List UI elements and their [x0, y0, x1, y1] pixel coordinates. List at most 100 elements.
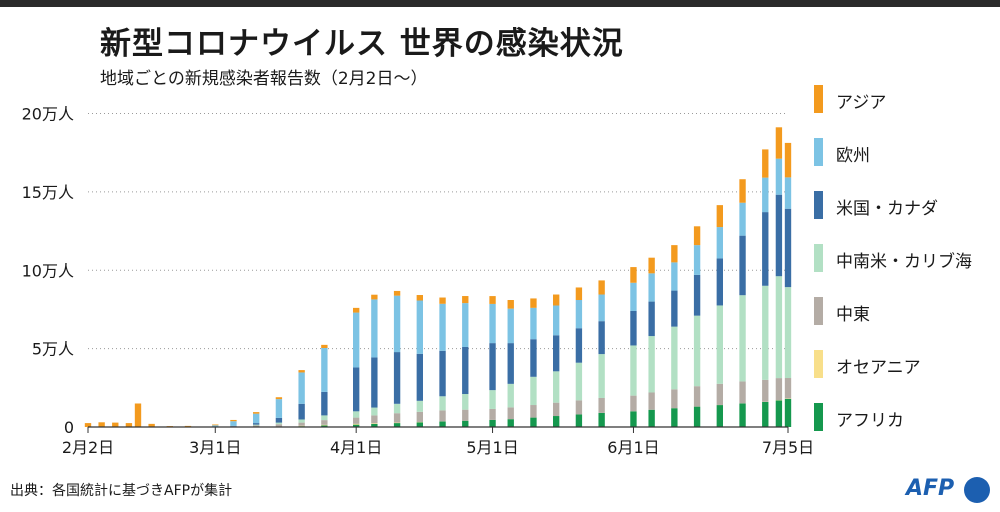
- bar-segment-middle_east: [716, 383, 723, 405]
- chart-title: 新型コロナウイルス 世界の感染状況: [100, 26, 624, 62]
- bar-segment-us_canada: [507, 343, 514, 384]
- bar-segment-asia: [321, 344, 328, 349]
- bar-segment-middle_east: [393, 413, 401, 423]
- bar-segment-asia: [784, 142, 792, 178]
- bar-segment-europe: [648, 273, 655, 302]
- legend-swatch-africa: [814, 403, 823, 431]
- bar-segment-europe: [630, 282, 637, 311]
- bar-segment-africa: [439, 421, 446, 427]
- legend-label-europe: 欧州: [836, 146, 870, 166]
- bar-segment-us_canada: [775, 194, 783, 277]
- bar-segment-middle_east: [630, 395, 637, 412]
- x-tick-label: 4月1日: [330, 438, 382, 457]
- bar-segment-us_canada: [575, 328, 583, 363]
- bar-segment-middle_east: [598, 397, 605, 413]
- bar-segment-asia: [489, 296, 496, 304]
- bar-segment-us_canada: [553, 335, 560, 372]
- bar-segment-latam: [784, 287, 792, 379]
- y-tick-label: 15万人: [22, 183, 74, 202]
- bar-segment-middle_east: [693, 386, 701, 407]
- bar-segment-asia: [98, 422, 105, 427]
- bar-segment-europe: [575, 300, 583, 329]
- bar-segment-us_canada: [762, 212, 769, 286]
- bar-segment-asia: [739, 179, 746, 203]
- legend-label-middle-east: 中東: [836, 305, 870, 325]
- bar-segment-middle_east: [671, 389, 678, 409]
- afp-logo-dot-icon: [964, 477, 990, 503]
- bar-segment-us_canada: [393, 352, 401, 404]
- legend-swatch-latam: [814, 244, 823, 272]
- bar-segment-asia: [230, 419, 237, 422]
- bar-segment-middle_east: [489, 408, 496, 420]
- bar-segment-us_canada: [598, 321, 605, 355]
- bar-segment-europe: [275, 399, 283, 418]
- bar-segment-middle_east: [439, 410, 446, 422]
- legend-label-latam: 中南米・カリブ海: [836, 252, 972, 272]
- bar-segment-africa: [630, 411, 637, 427]
- bar-segment-europe: [230, 421, 237, 426]
- bar-segment-middle_east: [321, 420, 328, 425]
- bar-segment-latam: [716, 305, 723, 384]
- bar-segment-asia: [393, 290, 401, 296]
- bar-segment-africa: [671, 408, 678, 427]
- bar-segment-middle_east: [507, 407, 514, 420]
- bar-segment-latam: [275, 422, 283, 425]
- bar-segment-asia: [275, 397, 283, 400]
- bar-segment-middle_east: [775, 378, 783, 401]
- bar-segment-asia: [630, 267, 637, 283]
- bar-segment-us_canada: [371, 357, 378, 408]
- bar-segment-europe: [371, 299, 378, 358]
- bar-segment-africa: [693, 406, 701, 427]
- source-note: 出典：各国統計に基づきAFPが集計: [10, 483, 233, 499]
- bar-segment-middle_east: [253, 425, 260, 427]
- bar-segment-latam: [298, 419, 305, 423]
- bar-segment-asia: [439, 297, 446, 304]
- bar-segment-middle_east: [462, 409, 469, 421]
- bar-segment-latam: [553, 371, 560, 403]
- y-tick-label: 20万人: [22, 105, 74, 124]
- bar-segment-africa: [775, 400, 783, 427]
- bar-segment-latam: [739, 295, 746, 382]
- bar-segment-us_canada: [298, 403, 305, 420]
- bar-segment-europe: [784, 177, 792, 209]
- bar-segment-africa: [739, 403, 746, 427]
- bar-segment-latam: [489, 390, 496, 409]
- y-tick-label: 5万人: [32, 340, 74, 359]
- bar-segment-asia: [716, 205, 723, 228]
- bar-segment-africa: [598, 412, 605, 427]
- bar-segment-europe: [462, 303, 469, 347]
- bar-segment-middle_east: [553, 402, 560, 416]
- bar-segment-europe: [439, 303, 446, 351]
- bar-segment-latam: [253, 424, 260, 426]
- y-tick-label: 10万人: [22, 261, 74, 280]
- bar-segment-europe: [775, 158, 783, 195]
- bar-segment-europe: [762, 177, 769, 213]
- bar-segment-africa: [489, 419, 496, 427]
- bar-segment-africa: [648, 409, 655, 427]
- legend-label-africa: アフリカ: [836, 411, 904, 431]
- x-tick-label: 3月1日: [189, 438, 241, 457]
- bar-segment-asia: [507, 300, 514, 309]
- bar-segment-africa: [416, 422, 423, 427]
- bar-segment-latam: [353, 411, 360, 418]
- bar-segment-europe: [298, 372, 305, 404]
- bar-segment-us_canada: [739, 235, 746, 296]
- bar-segment-africa: [321, 425, 328, 427]
- bar-segment-latam: [648, 336, 655, 393]
- bar-segment-us_canada: [784, 208, 792, 288]
- bar-segment-europe: [353, 312, 360, 368]
- bar-segment-latam: [416, 400, 423, 412]
- bar-segment-latam: [371, 407, 378, 416]
- bar-segment-asia: [184, 425, 192, 427]
- bar-segment-middle_east: [530, 405, 537, 418]
- legend-swatch-middle-east: [814, 297, 823, 325]
- bar-segment-middle_east: [784, 378, 792, 399]
- bar-segment-us_canada: [489, 343, 496, 391]
- bar-segment-asia: [598, 280, 605, 295]
- bar-segment-us_canada: [530, 339, 537, 377]
- bar-segment-us_canada: [716, 258, 723, 306]
- bar-segment-africa: [553, 416, 560, 427]
- bar-segment-us_canada: [416, 353, 423, 401]
- bar-segment-latam: [507, 383, 514, 408]
- bar-segment-middle_east: [275, 424, 283, 427]
